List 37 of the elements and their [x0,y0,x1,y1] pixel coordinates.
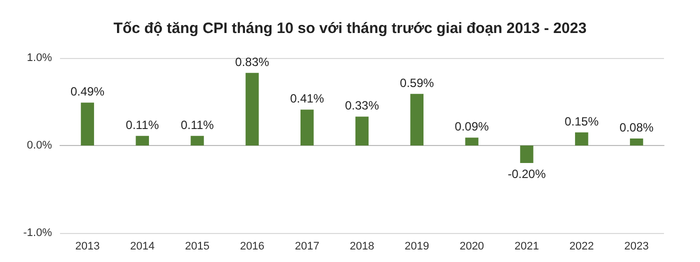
x-tick-label: 2021 [514,240,539,252]
x-tick-label: 2017 [294,240,320,252]
chart-title: Tốc độ tăng CPI tháng 10 so với tháng trước giai đoạn 2013 - 2023 [113,20,587,37]
bar [80,102,94,146]
bar [300,110,314,146]
y-tick-label: 1.0% [26,52,52,64]
y-tick-label: -1.0% [23,227,52,239]
x-tick-label: 2023 [624,240,649,252]
x-tick-label: 2013 [75,240,100,252]
x-tick-label: 2015 [185,240,210,252]
bar [575,132,588,146]
bar [190,136,204,146]
data-label: 0.09% [454,120,490,134]
data-label: 0.83% [235,54,270,69]
bar [136,136,149,146]
bar [355,116,369,146]
data-label: 0.49% [70,84,105,99]
bar [246,72,259,146]
data-label: 0.33% [344,98,380,113]
x-tick-label: 2016 [240,240,264,252]
y-tick-label: 0.0% [26,140,52,152]
x-tick-label: 2018 [350,240,374,252]
data-label: 0.41% [290,92,324,106]
x-tick-label: 2014 [130,240,155,252]
x-tick-label: 2022 [569,240,594,252]
bar [410,94,424,146]
x-tick-label: 2020 [460,240,484,252]
bar [630,138,644,146]
data-label: -0.20% [508,167,546,181]
data-label: 0.08% [620,120,654,134]
data-label: 0.11% [180,118,214,132]
data-label: 0.15% [564,114,599,128]
bar [465,138,478,146]
bar [520,146,534,163]
x-tick-label: 2019 [404,240,430,252]
data-label: 0.11% [126,118,160,132]
data-label: 0.59% [400,76,434,90]
